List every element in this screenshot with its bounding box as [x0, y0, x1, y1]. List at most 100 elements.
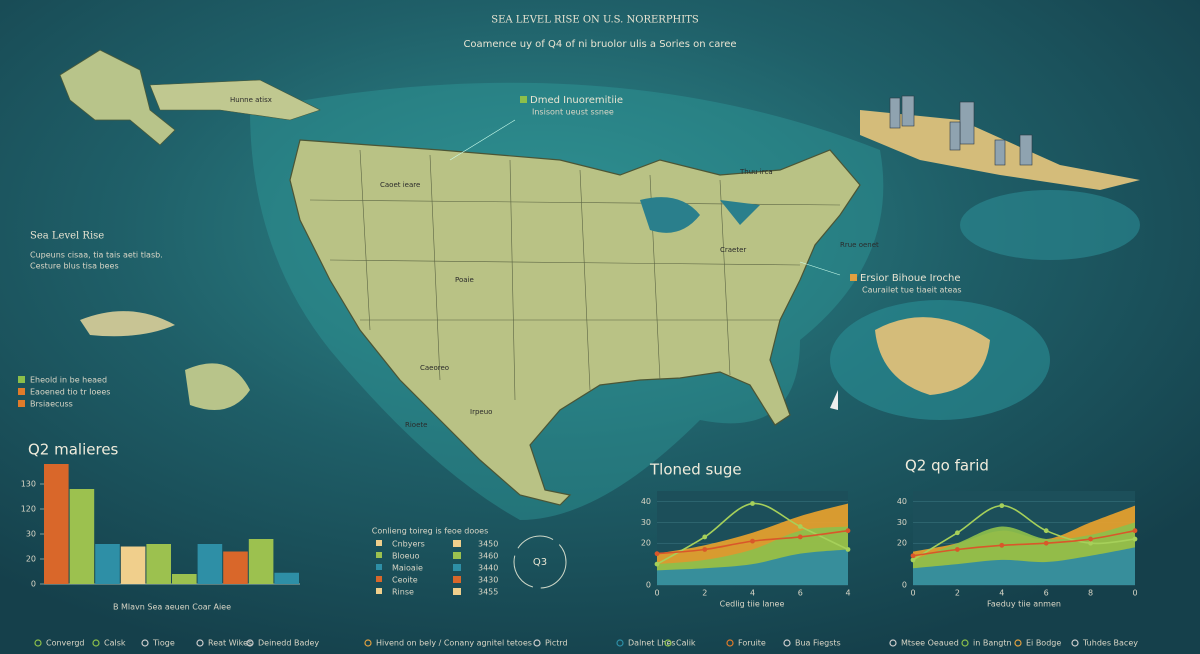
- row-value-swatch: [453, 588, 461, 595]
- bar: [44, 464, 69, 584]
- island-shallows: [960, 190, 1140, 260]
- chart: Tloned suge 0 20 30 40 0 2 4 6 4 Cedlig tiie lanee: [641, 461, 851, 609]
- side-legend: Eheold in be heaed Eaoened tio tr Ioees Br…: [18, 376, 110, 409]
- y-tick-label: 20: [641, 539, 651, 548]
- x-axis-label: Faeduy tiie anmen: [987, 600, 1061, 609]
- point: [845, 528, 851, 534]
- summary-widget: Conlieng toireg is feoe dooes Cnbyers 3450…: [372, 527, 567, 597]
- widget-title: Conlieng toireg is feoe dooes: [372, 527, 489, 536]
- footer-icon: [961, 639, 969, 647]
- footer-icon: [92, 639, 100, 647]
- area: [913, 547, 1135, 585]
- row-label: Bloeuo: [392, 552, 420, 561]
- point: [1043, 540, 1049, 546]
- callout-text: Insisont ueust ssnee: [532, 108, 614, 117]
- y-tick-label: 20: [897, 539, 907, 548]
- bar: [274, 572, 299, 584]
- footer-label: Reat Wikes: [208, 639, 252, 648]
- row-swatch: [376, 588, 382, 594]
- bar: [172, 574, 197, 584]
- callout-swatch: [850, 274, 857, 281]
- bar: [197, 544, 223, 584]
- row-label: Rinse: [392, 588, 414, 597]
- footer-label: Calik: [676, 639, 696, 648]
- x-tick-label: 2: [702, 589, 707, 598]
- point: [702, 534, 708, 540]
- chart-title: Tloned suge: [649, 461, 742, 479]
- point: [1088, 540, 1093, 546]
- point: [910, 553, 916, 559]
- gauge-label: Q3: [533, 557, 547, 568]
- side-text: Cesture blus tisa bees: [30, 262, 119, 271]
- footer-icon: [141, 639, 149, 647]
- y-tick-label: 0: [902, 581, 907, 590]
- footer-icon: [246, 639, 254, 647]
- x-tick-label: 0: [654, 589, 659, 598]
- footer-icon: [533, 639, 541, 647]
- chart: Q2 malieres 0 20 30 120 130 B Mlavn Sea aeuen …: [21, 441, 300, 612]
- x-axis-label: Cedlig tiie lanee: [720, 600, 785, 609]
- callout-swatch: [520, 96, 527, 103]
- title: SEA LEVEL RISE ON U.S. NORERPHITS: [491, 15, 699, 26]
- row-value-swatch: [453, 576, 461, 583]
- line: [912, 504, 1136, 561]
- callout-text: Caurailet tue tiaeit ateas: [862, 286, 962, 295]
- map-label: Poaie: [455, 276, 474, 284]
- footer-label: Pictrd: [545, 639, 568, 648]
- row-value: 3440: [478, 564, 498, 573]
- point: [955, 530, 960, 536]
- footer-icon: [889, 639, 897, 647]
- x-tick-label: 8: [1088, 589, 1093, 598]
- point: [750, 501, 755, 506]
- x-tick-label: 4: [999, 589, 1004, 598]
- map-label: Caoet ieare: [380, 181, 420, 189]
- subtitle: Coamence uy of Q4 of ni bruolor ulis a S…: [463, 39, 736, 50]
- point: [910, 557, 916, 563]
- footer-icon: [34, 639, 42, 647]
- state-borders: [309, 149, 841, 401]
- y-tick-label: 40: [897, 497, 907, 506]
- bar: [95, 544, 120, 584]
- legend-swatch: [18, 400, 25, 407]
- x-tick-label: 4: [845, 589, 850, 598]
- row-value-swatch: [453, 564, 461, 571]
- row-label: Maioaie: [392, 564, 423, 573]
- row-value: 3450: [478, 540, 498, 549]
- y-tick-label: 30: [641, 518, 651, 527]
- x-tick-label: 0: [910, 589, 915, 598]
- row-value: 3455: [478, 588, 498, 597]
- footer-label: Hivend on bely / Conany agnitel tetoes: [376, 639, 532, 648]
- point: [702, 547, 708, 552]
- callout-title: Ersior Bihoue Iroche: [860, 273, 961, 284]
- map-label: Craeter: [720, 246, 746, 254]
- footer-label: Dalnet Lhes: [628, 639, 676, 648]
- footer-icon: [196, 639, 204, 647]
- side-text: Cupeuns cisaa, tia tais aeti tlasb.: [30, 251, 163, 260]
- y-tick-label: 130: [21, 480, 36, 489]
- chart: Q2 qo farid 0 20 30 40 0 2 4 6 8 0 Faeduy tiie anme…: [897, 457, 1138, 609]
- alaska-land: [59, 49, 176, 146]
- map-label: Thuu irca: [739, 168, 773, 176]
- point: [654, 561, 660, 567]
- map-label: Rrue oenet: [840, 241, 879, 249]
- chart-title: Q2 malieres: [28, 441, 119, 459]
- point: [999, 503, 1005, 509]
- footer-label: Tuhdes Bacey: [1082, 639, 1138, 648]
- y-tick-label: 120: [21, 505, 36, 514]
- area: [657, 549, 848, 585]
- footer-label: Foruite: [738, 639, 766, 648]
- bar: [223, 551, 248, 584]
- row-swatch: [376, 552, 382, 558]
- great-lakes: [640, 197, 760, 233]
- y-tick-label: 0: [646, 581, 651, 590]
- row-swatch: [376, 540, 382, 546]
- us-mainland: [289, 139, 861, 506]
- x-tick-label: 4: [750, 589, 755, 598]
- point: [1088, 536, 1093, 542]
- legend-swatch: [18, 376, 25, 383]
- row-value-swatch: [453, 552, 461, 559]
- point: [1132, 536, 1138, 542]
- map-label: Hunne atisx: [230, 96, 272, 104]
